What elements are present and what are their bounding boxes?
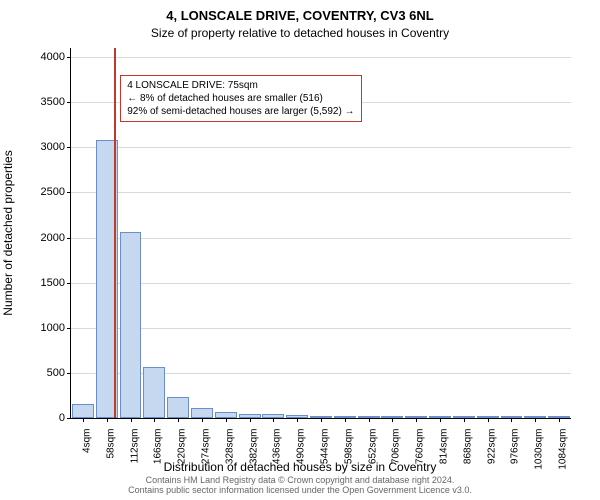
x-tick-mark: [321, 418, 322, 422]
x-tick-mark: [297, 418, 298, 422]
plot-area: 050010001500200025003000350040004sqm58sq…: [70, 48, 571, 419]
x-tick-mark: [464, 418, 465, 422]
x-tick-mark: [107, 418, 108, 422]
y-gridline: [71, 238, 571, 239]
annotation-line-3: 92% of semi-detached houses are larger (…: [127, 106, 354, 117]
x-tick-mark: [154, 418, 155, 422]
y-tick-label: 1000: [15, 322, 65, 334]
y-axis-label: Number of detached properties: [1, 150, 15, 315]
y-tick-mark: [67, 418, 71, 419]
histogram-bar: [143, 367, 165, 418]
reference-line: [114, 48, 116, 418]
chart-title: 4, LONSCALE DRIVE, COVENTRY, CV3 6NL: [0, 8, 600, 23]
footer-line-2: Contains public sector information licen…: [128, 485, 472, 495]
x-tick-mark: [535, 418, 536, 422]
x-tick-mark: [273, 418, 274, 422]
y-tick-mark: [67, 147, 71, 148]
y-tick-label: 1500: [15, 277, 65, 289]
y-gridline: [71, 328, 571, 329]
annotation-box: 4 LONSCALE DRIVE: 75sqm ← 8% of detached …: [120, 75, 361, 122]
x-tick-mark: [440, 418, 441, 422]
y-tick-mark: [67, 238, 71, 239]
annotation-line-1: 4 LONSCALE DRIVE: 75sqm: [127, 80, 258, 91]
y-tick-mark: [67, 283, 71, 284]
y-tick-label: 2500: [15, 186, 65, 198]
y-tick-label: 4000: [15, 51, 65, 63]
histogram-bar: [120, 232, 142, 418]
x-tick-mark: [369, 418, 370, 422]
y-tick-label: 3000: [15, 141, 65, 153]
x-tick-mark: [511, 418, 512, 422]
y-tick-mark: [67, 328, 71, 329]
annotation-line-2: ← 8% of detached houses are smaller (516…: [127, 93, 323, 104]
x-tick-mark: [559, 418, 560, 422]
histogram-bar: [167, 397, 189, 418]
x-tick-mark: [178, 418, 179, 422]
y-tick-label: 3500: [15, 96, 65, 108]
y-gridline: [71, 147, 571, 148]
y-tick-label: 2000: [15, 232, 65, 244]
chart-subtitle: Size of property relative to detached ho…: [0, 26, 600, 40]
y-gridline: [71, 57, 571, 58]
x-tick-mark: [226, 418, 227, 422]
y-gridline: [71, 283, 571, 284]
chart-container: { "title": "4, LONSCALE DRIVE, COVENTRY,…: [0, 0, 600, 500]
footer-line-1: Contains HM Land Registry data © Crown c…: [146, 475, 455, 485]
y-tick-mark: [67, 373, 71, 374]
footer-text: Contains HM Land Registry data © Crown c…: [0, 476, 600, 496]
y-tick-mark: [67, 57, 71, 58]
x-tick-mark: [488, 418, 489, 422]
x-tick-mark: [392, 418, 393, 422]
x-tick-mark: [131, 418, 132, 422]
y-tick-mark: [67, 192, 71, 193]
x-tick-mark: [83, 418, 84, 422]
y-tick-mark: [67, 102, 71, 103]
x-tick-mark: [416, 418, 417, 422]
histogram-bar: [72, 404, 94, 418]
x-tick-mark: [250, 418, 251, 422]
x-tick-mark: [345, 418, 346, 422]
x-axis-label: Distribution of detached houses by size …: [0, 460, 600, 474]
y-tick-label: 500: [15, 367, 65, 379]
x-tick-mark: [202, 418, 203, 422]
y-tick-label: 0: [15, 412, 65, 424]
histogram-bar: [191, 408, 213, 418]
y-gridline: [71, 192, 571, 193]
